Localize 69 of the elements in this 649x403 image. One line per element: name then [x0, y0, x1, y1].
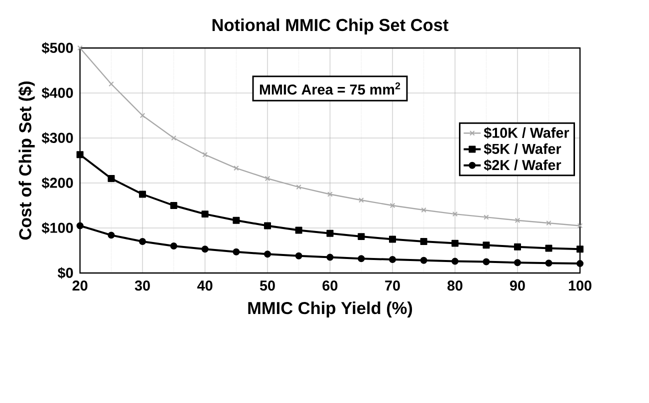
point: [326, 230, 334, 237]
y-tick-label: $500: [42, 42, 73, 54]
point: [514, 243, 521, 250]
point: [576, 260, 584, 268]
point: [358, 197, 364, 203]
point: [326, 254, 334, 261]
point: [171, 135, 176, 141]
x-tick-label: 70: [385, 280, 400, 291]
x-tick-label: 40: [197, 280, 212, 291]
point: [264, 250, 271, 258]
point: [170, 202, 178, 209]
point: [202, 152, 208, 158]
point: [327, 192, 333, 197]
point: [452, 211, 458, 217]
point: [296, 184, 302, 190]
point: [421, 207, 426, 213]
point: [514, 218, 520, 223]
x-tick-label: 90: [510, 280, 525, 291]
point: [170, 242, 178, 250]
point: [514, 259, 521, 266]
point: [576, 246, 584, 253]
point: [390, 202, 396, 208]
legend-label: $2K / Wafer: [484, 159, 562, 172]
point: [139, 238, 146, 245]
x-tick-label: 30: [134, 280, 150, 291]
point: [545, 260, 552, 267]
y-tick-label: $100: [42, 222, 73, 234]
point: [452, 240, 458, 247]
point: [452, 258, 458, 265]
point: [76, 151, 84, 158]
point: [264, 222, 271, 230]
y-tick-label: $0: [58, 267, 73, 279]
point: [140, 112, 146, 118]
annotation: MMIC Area = 75 mm$^{2}$: [260, 82, 400, 95]
point: [482, 258, 490, 266]
point: [232, 216, 240, 224]
x-tick-label: 100: [568, 280, 592, 291]
chart-title: Notional MMIC Chip Set Cost: [212, 18, 448, 35]
y-tick-label: $400: [42, 87, 73, 99]
point: [139, 190, 146, 198]
point: [76, 222, 84, 230]
point: [358, 233, 365, 240]
point: [234, 166, 239, 171]
point: [358, 255, 365, 262]
point: [484, 214, 489, 220]
point: [546, 220, 552, 226]
point: [108, 232, 115, 239]
x-tick-label: 80: [447, 280, 462, 291]
y-axis-title: Cost of Chip Set ($): [18, 82, 35, 240]
x-tick-label: 20: [72, 280, 88, 291]
point: [420, 256, 428, 264]
x-axis-title: MMIC Chip Yield (%): [248, 302, 412, 318]
y-tick-label: $300: [42, 132, 73, 144]
point: [232, 248, 240, 256]
point: [264, 176, 270, 182]
x-tick-label: 50: [260, 280, 275, 291]
point: [295, 252, 302, 260]
legend-label: $5K / Wafer: [484, 143, 562, 155]
point: [108, 175, 115, 182]
point: [389, 236, 396, 243]
legend-label: $10K / Wafer: [484, 127, 570, 139]
point: [202, 246, 208, 253]
x-tick-label: 60: [322, 280, 338, 291]
point: [389, 256, 396, 263]
y-tick-label: $200: [42, 177, 73, 189]
point: [202, 210, 208, 218]
point: [482, 242, 490, 249]
point: [108, 81, 114, 87]
point: [420, 238, 428, 245]
